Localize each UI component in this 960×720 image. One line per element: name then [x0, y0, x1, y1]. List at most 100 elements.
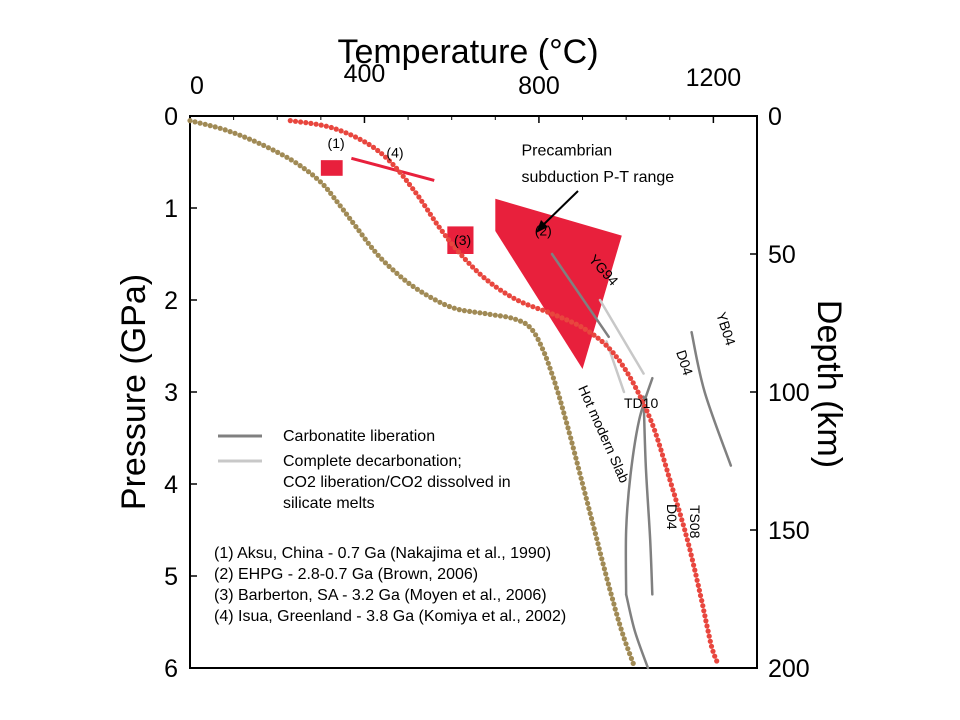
label-precambrian: Precambrian — [521, 143, 612, 160]
series-geotherm-1-dot — [587, 329, 593, 335]
series-hot-modern-slab-dot — [288, 157, 294, 163]
series-geotherm-1-dot — [676, 507, 682, 513]
series-hot-modern-slab-dot — [368, 244, 375, 250]
series-hot-modern-slab-dot — [549, 370, 555, 376]
series-hot-modern-slab-dot — [542, 351, 548, 357]
region-1 — [320, 160, 343, 176]
series-geotherm-1-dot — [705, 628, 711, 634]
series-geotherm-1-dot — [661, 457, 667, 463]
series-hot-modern-slab-dot — [305, 169, 312, 175]
series-geotherm-1-dot — [498, 287, 504, 293]
series-hot-modern-slab-dot — [446, 303, 452, 310]
series-hot-modern-slab-dot — [394, 270, 400, 276]
series-geotherm-1-dot — [569, 319, 575, 325]
label-yb04: YB04 — [713, 310, 739, 348]
series-geotherm-1-dot — [413, 190, 419, 196]
series-hot-modern-slab-dot — [237, 132, 243, 138]
series-geotherm-1-dot — [328, 124, 334, 131]
series-hot-modern-slab-dot — [398, 274, 404, 280]
series-geotherm-1-dot — [403, 177, 409, 183]
series-hot-modern-slab-dot — [331, 195, 337, 201]
series-geotherm-1-dot — [370, 144, 377, 150]
series-hot-modern-slab-dot — [530, 327, 536, 334]
series-hot-modern-slab-dot — [279, 152, 285, 158]
reference-line: (2) EHPG - 2.8-0.7 Ga (Brown, 2006) — [214, 566, 478, 583]
series-hot-modern-slab-dot — [492, 312, 498, 318]
series-geotherm-1-dot — [656, 442, 663, 448]
series-hot-modern-slab-dot — [275, 149, 281, 155]
legend-label: Carbonatite liberation — [283, 428, 435, 445]
series-hot-modern-slab-dot — [353, 224, 359, 230]
series-geotherm-1-dot — [449, 241, 455, 247]
series-geotherm-1-dot — [664, 467, 670, 473]
series-geotherm-1-dot — [665, 472, 672, 478]
series-geotherm-1-dot — [397, 169, 403, 175]
series-hot-modern-slab-dot — [559, 405, 566, 411]
region-3 — [447, 226, 474, 254]
series-hot-modern-slab-dot — [614, 611, 620, 617]
series-hot-modern-slab-dot — [251, 138, 257, 144]
series-geotherm-1-dot — [689, 557, 696, 563]
series-geotherm-1-dot — [637, 394, 643, 400]
series-geotherm-1-dot — [466, 260, 472, 266]
series-hot-modern-slab-dot — [566, 430, 572, 436]
series-geotherm-1-dot — [535, 305, 541, 312]
series-hot-modern-slab-dot — [497, 313, 503, 319]
series-hot-modern-slab-dot — [526, 324, 532, 330]
series-yg94 — [550, 252, 610, 339]
series-hot-modern-slab-dot — [365, 240, 371, 246]
series-hot-modern-slab-dot — [581, 485, 587, 491]
series-hot-modern-slab-dot — [537, 341, 544, 347]
series-hot-modern-slab-dot — [297, 163, 303, 169]
series-geotherm-1-dot — [591, 332, 597, 338]
series-hot-modern-slab-dot — [553, 385, 560, 391]
series-hot-modern-slab-dot — [587, 510, 593, 517]
reference-line: (4) Isua, Greenland - 3.8 Ga (Komiya et … — [214, 608, 566, 625]
series-geotherm-1-dot — [459, 253, 465, 259]
series-geotherm-1-dot — [687, 547, 693, 553]
x-axis-title: Temperature (°C) — [337, 33, 598, 71]
series-hot-modern-slab-dot — [487, 311, 493, 317]
series-hot-modern-slab-dot — [625, 646, 631, 652]
series-hot-modern-slab-dot — [356, 228, 362, 234]
series-hot-modern-slab-dot — [293, 160, 299, 166]
series-hot-modern-slab-dot — [265, 145, 271, 151]
series-hot-modern-slab-dot — [428, 294, 434, 300]
series-hot-modern-slab-dot — [414, 286, 420, 292]
series-geotherm-1-dot — [362, 139, 368, 145]
series-geotherm-1-dot — [410, 186, 416, 192]
series-geotherm-1-dot — [684, 537, 691, 543]
series-geotherm-1-dot — [540, 307, 546, 313]
series-hot-modern-slab-dot — [591, 526, 597, 532]
series-geotherm-1-dot — [595, 335, 601, 341]
series-geotherm-1-dot — [338, 128, 344, 134]
series-geotherm-1-dot — [603, 342, 609, 348]
series-geotherm-1-dot — [442, 233, 448, 239]
series-geotherm-1-dot — [607, 346, 613, 352]
series-hot-modern-slab-dot — [256, 140, 262, 146]
series-geotherm-1-dot — [708, 643, 715, 649]
series-hot-modern-slab-dot — [552, 380, 558, 386]
series-geotherm-1-dot — [485, 278, 491, 284]
series-geotherm-1-dot — [650, 422, 656, 428]
series-hot-modern-slab-dot — [410, 283, 416, 289]
series-hot-modern-slab-dot — [557, 395, 563, 401]
series-hot-modern-slab-dot — [583, 495, 589, 501]
series-hot-modern-slab-dot — [310, 172, 316, 178]
series-geotherm-1-dot — [430, 216, 436, 222]
series-geotherm-1-dot — [549, 311, 556, 317]
series-hot-modern-slab-dot — [503, 314, 509, 320]
series-hot-modern-slab-dot — [482, 310, 488, 317]
label-td10: TD10 — [624, 395, 658, 411]
label-subduction-range: subduction P-T range — [521, 169, 674, 186]
series-hot-modern-slab-dot — [592, 531, 599, 537]
series-hot-modern-slab-dot — [406, 280, 412, 286]
series-geotherm-1-dot — [452, 245, 458, 251]
series-geotherm-1-dot — [292, 118, 299, 124]
series-hot-modern-slab-dot — [594, 536, 600, 542]
series-hot-modern-slab-dot — [461, 308, 467, 314]
series-hot-modern-slab-dot — [621, 636, 627, 642]
series-geotherm-1-dot — [695, 582, 701, 589]
series-geotherm-1-dot — [704, 623, 710, 629]
